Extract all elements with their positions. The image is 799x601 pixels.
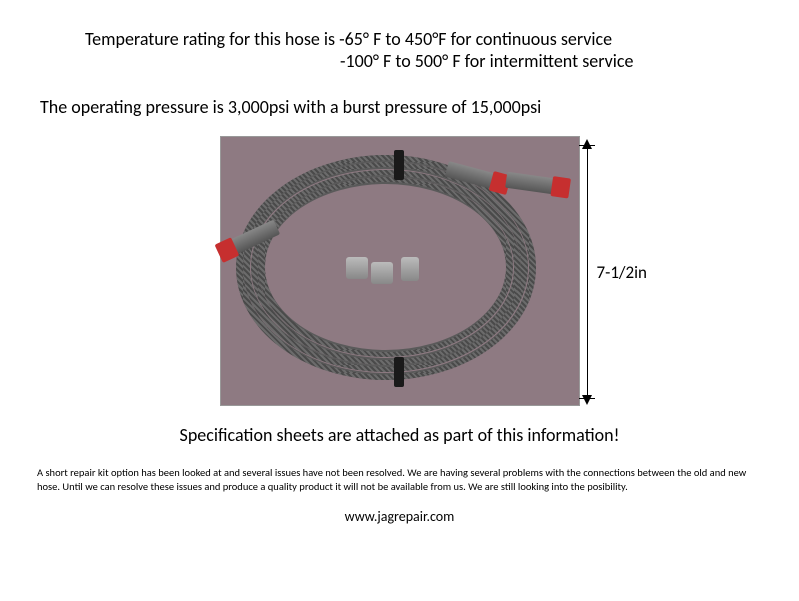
dimension-tick-icon: [579, 398, 595, 399]
disclaimer-text: A short repair kit option has been looke…: [35, 466, 764, 494]
temp-rating-line2: -100° F to 500° F for intermittent servi…: [35, 50, 764, 72]
fitting-nut-icon: [550, 176, 571, 198]
adapter-fitting-icon: [401, 257, 419, 281]
dimension-annotation: 7-1/2in: [579, 137, 654, 407]
product-photo: 7-1/2in: [220, 136, 580, 406]
arrow-down-icon: [582, 395, 592, 405]
adapter-fitting-icon: [346, 257, 368, 279]
dimension-line-icon: [587, 145, 588, 399]
zip-tie-icon: [394, 150, 404, 180]
adapter-fitting-icon: [371, 262, 393, 284]
footer-url: www.jagrepair.com: [35, 508, 764, 525]
product-image-wrap: 7-1/2in: [35, 136, 764, 406]
pressure-spec: The operating pressure is 3,000psi with …: [35, 96, 764, 118]
dimension-label: 7-1/2in: [597, 262, 647, 283]
hose-fitting: [505, 172, 555, 195]
zip-tie-icon: [394, 357, 404, 387]
temp-rating-line1: Temperature rating for this hose is -65°…: [35, 28, 764, 50]
attachment-note: Specification sheets are attached as par…: [35, 424, 764, 446]
page-container: Temperature rating for this hose is -65°…: [0, 0, 799, 601]
fitting-nut-icon: [214, 237, 239, 263]
